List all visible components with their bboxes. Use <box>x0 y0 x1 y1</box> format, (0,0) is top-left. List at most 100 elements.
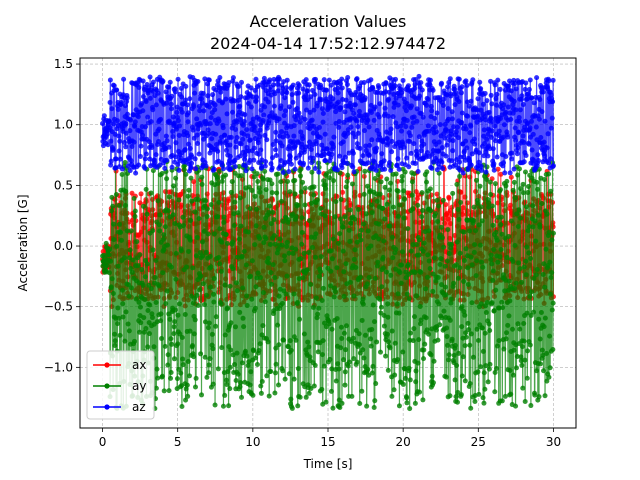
data-point-ay <box>257 235 263 241</box>
data-point-ax <box>340 189 346 195</box>
data-point-az <box>505 104 511 110</box>
data-point-ay <box>186 248 192 254</box>
data-point-ay <box>442 263 448 269</box>
data-point-ay <box>358 227 364 233</box>
data-point-ay <box>519 344 525 350</box>
data-point-ay <box>457 265 463 271</box>
data-point-ay <box>516 166 522 172</box>
data-point-ay <box>280 218 286 224</box>
data-point-ay <box>399 173 405 179</box>
data-point-ay <box>236 163 242 169</box>
data-point-ay <box>521 264 527 270</box>
data-point-az <box>119 166 125 172</box>
data-point-az <box>494 91 500 97</box>
data-point-ay <box>246 359 252 365</box>
data-point-az <box>475 96 481 102</box>
data-point-az <box>209 136 215 142</box>
x-axis-label: Time [s] <box>303 457 353 471</box>
data-point-ay <box>320 338 326 344</box>
data-point-ay <box>238 223 244 229</box>
data-point-ay <box>514 211 520 217</box>
data-point-az <box>548 156 554 162</box>
data-point-ay <box>550 346 556 352</box>
data-point-az <box>468 123 474 129</box>
data-point-az <box>390 114 396 120</box>
data-point-ay <box>489 203 495 209</box>
data-point-ay <box>166 311 172 317</box>
data-point-az <box>477 79 483 85</box>
data-point-ay <box>498 246 504 252</box>
data-point-ay <box>520 190 526 196</box>
data-point-az <box>270 142 276 148</box>
data-point-az <box>262 132 268 138</box>
data-point-az <box>512 125 518 131</box>
data-point-az <box>439 159 445 165</box>
data-point-az <box>279 129 285 135</box>
data-point-ay <box>542 284 548 290</box>
data-point-ay <box>398 280 404 286</box>
data-point-ay <box>237 384 243 390</box>
data-point-ay <box>513 403 519 409</box>
data-point-ay <box>275 171 281 177</box>
data-point-ay <box>295 403 301 409</box>
data-point-ay <box>411 314 417 320</box>
data-point-ay <box>139 267 145 273</box>
data-point-ay <box>492 181 498 187</box>
data-point-ay <box>339 335 345 341</box>
data-point-az <box>224 111 230 117</box>
data-point-ay <box>185 359 191 365</box>
data-point-az <box>166 84 172 90</box>
data-point-az <box>176 132 182 138</box>
data-point-ay <box>475 200 481 206</box>
data-point-ay <box>321 178 327 184</box>
data-point-ay <box>391 387 397 393</box>
data-point-az <box>135 114 141 120</box>
data-point-az <box>344 160 350 166</box>
data-point-ay <box>232 362 238 368</box>
data-point-az <box>533 124 539 130</box>
data-point-az <box>300 86 306 92</box>
data-point-ay <box>374 198 380 204</box>
data-point-az <box>372 104 378 110</box>
data-point-ay <box>480 395 486 401</box>
data-point-ay <box>159 373 165 379</box>
data-point-az <box>259 163 265 169</box>
data-point-az <box>381 158 387 164</box>
data-point-ay <box>222 282 228 288</box>
data-point-az <box>429 165 435 171</box>
data-point-ay <box>279 198 285 204</box>
data-point-ay <box>249 188 255 194</box>
data-point-ay <box>269 181 275 187</box>
data-point-ay <box>497 254 503 260</box>
data-point-az <box>240 136 246 142</box>
data-point-az <box>251 157 257 163</box>
data-point-az <box>319 142 325 148</box>
data-point-ay <box>205 325 211 331</box>
data-point-ay <box>307 218 312 224</box>
data-point-ay <box>166 388 172 394</box>
data-point-ay <box>365 366 371 372</box>
data-point-az <box>339 76 345 82</box>
data-point-ay <box>395 188 401 194</box>
data-point-ay <box>372 175 378 181</box>
data-point-az <box>403 124 409 130</box>
data-point-ay <box>109 276 115 282</box>
data-point-az <box>275 88 281 94</box>
data-point-ay <box>284 239 290 245</box>
data-point-ay <box>550 300 556 306</box>
data-point-ay <box>268 221 274 227</box>
data-point-ay <box>205 231 211 237</box>
data-point-az <box>455 135 461 141</box>
data-point-az <box>175 161 181 167</box>
data-point-az <box>386 96 392 102</box>
data-point-ay <box>180 214 186 220</box>
data-point-az <box>432 115 438 121</box>
data-point-az <box>408 150 414 156</box>
data-point-az <box>269 110 275 116</box>
data-point-az <box>284 90 290 96</box>
data-point-ay <box>543 246 549 252</box>
data-point-az <box>234 135 240 141</box>
data-point-az <box>416 134 422 140</box>
data-point-ay <box>409 179 415 185</box>
data-point-ax <box>452 232 458 238</box>
